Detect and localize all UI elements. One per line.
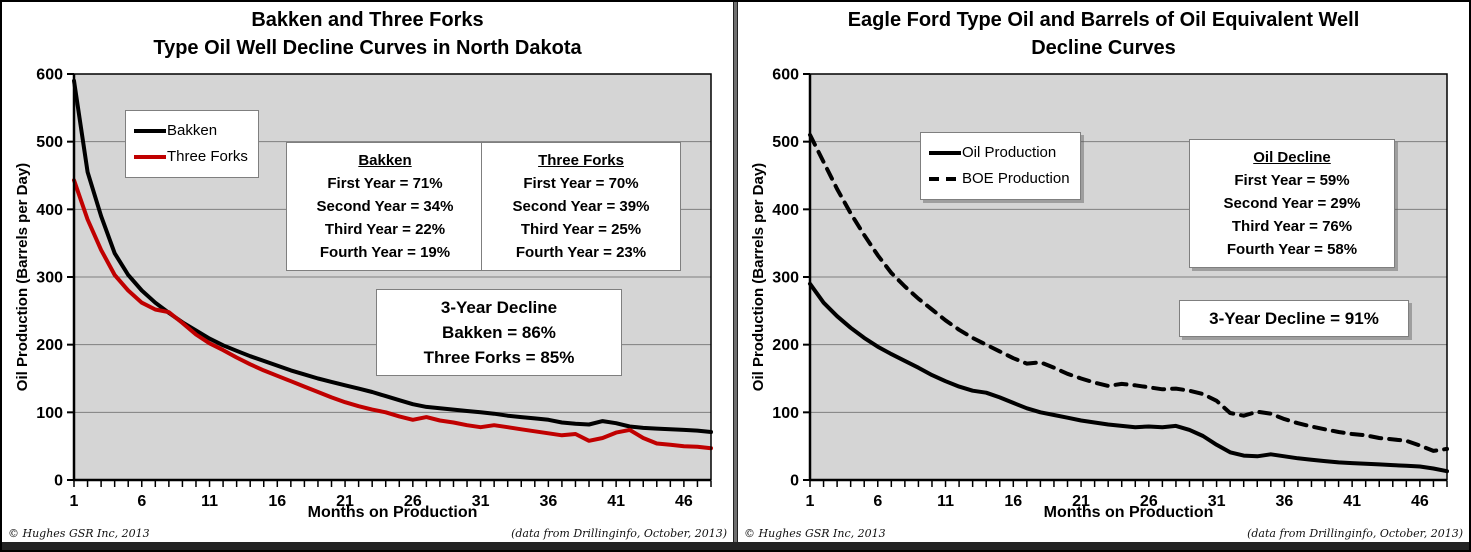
y-tick-label: 300 [36, 270, 63, 287]
chart-panels: Bakken and Three Forks Type Oil Well Dec… [2, 2, 1469, 542]
left-footer: © Hughes GSR Inc, 2013 (data from Drilli… [2, 526, 733, 542]
y-tick-label: 400 [772, 202, 799, 219]
left-summary-line2: Bakken = 86% [442, 323, 556, 342]
right-footer: © Hughes GSR Inc, 2013 (data from Drilli… [738, 526, 1469, 542]
x-tick-label: 46 [1411, 493, 1429, 510]
y-tick-label: 200 [772, 337, 799, 354]
x-tick-label: 16 [1004, 493, 1022, 510]
bakken-decline-line3: Third Year = 22% [324, 221, 446, 238]
oil-decline-line4: Fourth Year = 58% [1226, 241, 1358, 258]
oil-production-line-swatch-icon [929, 151, 961, 155]
x-tick-label: 6 [873, 493, 882, 510]
bakken-decline-line1: First Year = 71% [327, 175, 443, 192]
bakken-three-forks-chart-panel: Bakken and Three Forks Type Oil Well Dec… [2, 2, 733, 542]
right-data-source-text: (data from Drillinginfo, October, 2013) [1247, 527, 1463, 540]
boe-production-curve [808, 132, 1449, 453]
legend-label-boe-production: BOE Production [962, 170, 1070, 187]
oil-production-curve [808, 281, 1449, 474]
left-summary-box: 3-Year Decline Bakken = 86% Three Forks … [376, 289, 622, 376]
x-tick-label: 11 [937, 493, 954, 510]
x-tick-label: 26 [404, 493, 422, 510]
bakken-decline-line4: Fourth Year = 19% [319, 244, 451, 261]
x-tick-label: 1 [806, 493, 815, 510]
y-tick-label: 300 [772, 270, 799, 287]
y-tick-label: 400 [36, 202, 63, 219]
left-summary-line1: 3-Year Decline [440, 298, 558, 317]
x-tick-label: 16 [268, 493, 286, 510]
three-forks-decline-line3: Third Year = 25% [520, 221, 642, 238]
legend-entry-oil-production: Oil Production [929, 140, 1070, 166]
right-summary-line1: 3-Year Decline = 91% [1209, 309, 1379, 328]
three-forks-decline-box-title: Three Forks [538, 152, 624, 169]
three-forks-decline-line2: Second Year = 39% [512, 198, 650, 215]
y-tick-label: 0 [54, 473, 63, 490]
legend-entry-three-forks: Three Forks [134, 144, 248, 170]
y-tick-label: 600 [772, 67, 799, 84]
legend-entry-boe-production: BOE Production [929, 166, 1070, 192]
legend-label-bakken: Bakken [167, 122, 218, 139]
x-tick-label: 31 [1208, 493, 1226, 510]
legend-entry-bakken: Bakken [134, 118, 248, 144]
right-chart-title-line2: Decline Curves [1031, 37, 1176, 59]
x-tick-label: 11 [201, 493, 218, 510]
bakken-decline-box-title: Bakken [358, 152, 412, 169]
left-legend: Bakken Three Forks [125, 110, 259, 178]
y-tick-label: 0 [790, 473, 799, 490]
three-forks-decline-box: Three Forks First Year = 70% Second Year… [481, 142, 681, 271]
bakken-decline-line2: Second Year = 34% [316, 198, 454, 215]
three-forks-decline-line4: Fourth Year = 23% [515, 244, 647, 261]
bakken-line-swatch-icon [134, 129, 166, 133]
x-tick-label: 6 [137, 493, 146, 510]
right-summary-box: 3-Year Decline = 91% [1179, 300, 1409, 337]
y-tick-label: 500 [772, 134, 799, 151]
x-tick-label: 1 [70, 493, 79, 510]
right-x-axis-label: Months on Production [1043, 504, 1214, 521]
three-forks-decline-line1: First Year = 70% [523, 175, 639, 192]
right-copyright-text: © Hughes GSR Inc, 2013 [744, 527, 886, 540]
oil-decline-line1: First Year = 59% [1234, 172, 1350, 189]
oil-decline-box-title: Oil Decline [1253, 149, 1331, 166]
x-tick-label: 41 [607, 493, 625, 510]
y-tick-label: 500 [36, 134, 63, 151]
legend-label-three-forks: Three Forks [167, 148, 248, 165]
left-summary-line3: Three Forks = 85% [423, 348, 575, 367]
right-legend: Oil Production BOE Production [920, 132, 1081, 200]
three-forks-curve [72, 178, 713, 451]
x-tick-label: 41 [1343, 493, 1361, 510]
oil-decline-box: Oil Decline First Year = 59% Second Year… [1189, 139, 1395, 268]
right-chart-title-line1: Eagle Ford Type Oil and Barrels of Oil E… [847, 9, 1360, 31]
y-tick-label: 600 [36, 67, 63, 84]
legend-label-oil-production: Oil Production [962, 144, 1057, 161]
oil-decline-line2: Second Year = 29% [1223, 195, 1361, 212]
left-data-source-text: (data from Drillinginfo, October, 2013) [511, 527, 727, 540]
x-tick-label: 31 [472, 493, 490, 510]
x-tick-label: 21 [1072, 493, 1090, 510]
y-tick-label: 100 [772, 405, 799, 422]
left-chart-title: Bakken and Three Forks Type Oil Well Dec… [2, 6, 733, 62]
x-tick-label: 26 [1140, 493, 1158, 510]
bakken-decline-box: Bakken First Year = 71% Second Year = 34… [286, 142, 484, 271]
eagle-ford-chart-panel: Eagle Ford Type Oil and Barrels of Oil E… [738, 2, 1469, 542]
oil-decline-line3: Third Year = 76% [1231, 218, 1353, 235]
x-tick-label: 21 [336, 493, 354, 510]
left-chart-title-line1: Bakken and Three Forks [251, 9, 484, 31]
bottom-border-bar [2, 542, 1469, 550]
boe-production-line-swatch-icon [929, 177, 961, 181]
x-tick-label: 46 [675, 493, 693, 510]
left-copyright-text: © Hughes GSR Inc, 2013 [8, 527, 150, 540]
panel-divider [733, 2, 738, 542]
x-tick-label: 36 [539, 493, 557, 510]
three-forks-line-swatch-icon [134, 155, 166, 159]
left-chart-title-line2: Type Oil Well Decline Curves in North Da… [153, 37, 582, 59]
x-tick-label: 36 [1275, 493, 1293, 510]
right-chart-title: Eagle Ford Type Oil and Barrels of Oil E… [738, 6, 1469, 62]
y-tick-label: 100 [36, 405, 63, 422]
left-x-axis-label: Months on Production [307, 504, 478, 521]
y-tick-label: 200 [36, 337, 63, 354]
